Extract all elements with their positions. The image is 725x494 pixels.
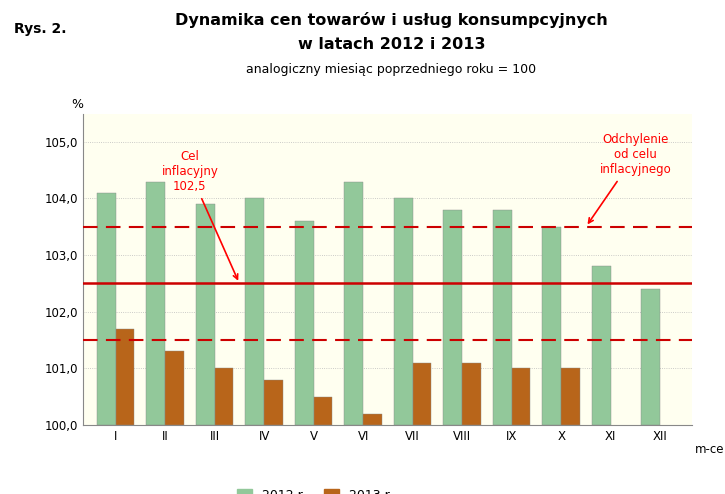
Text: Odchylenie
od celu
inflacyjnego: Odchylenie od celu inflacyjnego (589, 133, 671, 223)
Bar (542, 227, 561, 425)
Bar (196, 204, 215, 425)
Bar (462, 363, 481, 425)
Bar (344, 181, 363, 425)
Bar (314, 397, 333, 425)
Text: analogiczny miesiąc poprzedniego roku = 100: analogiczny miesiąc poprzedniego roku = … (247, 63, 536, 76)
Bar (493, 210, 512, 425)
Bar (245, 199, 264, 425)
Bar (146, 181, 165, 425)
Bar (561, 368, 580, 425)
Bar (512, 368, 531, 425)
Bar (96, 193, 115, 425)
Text: Dynamika cen towarów i usług konsumpcyjnych: Dynamika cen towarów i usług konsumpcyjn… (175, 12, 608, 28)
Bar (295, 221, 314, 425)
Text: %: % (71, 98, 83, 111)
Text: Cel
inflacyjny
102,5: Cel inflacyjny 102,5 (162, 150, 238, 279)
Bar (165, 351, 184, 425)
Bar (264, 379, 283, 425)
Text: Rys. 2.: Rys. 2. (14, 22, 67, 36)
Bar (642, 289, 660, 425)
Bar (394, 199, 413, 425)
Bar (215, 368, 233, 425)
Text: m-ce: m-ce (695, 443, 724, 456)
Legend: 2012 r., 2013 r.: 2012 r., 2013 r. (233, 485, 397, 494)
Text: w latach 2012 i 2013: w latach 2012 i 2013 (298, 37, 485, 52)
Bar (363, 413, 382, 425)
Bar (443, 210, 462, 425)
Bar (115, 329, 134, 425)
Bar (592, 266, 610, 425)
Bar (413, 363, 431, 425)
